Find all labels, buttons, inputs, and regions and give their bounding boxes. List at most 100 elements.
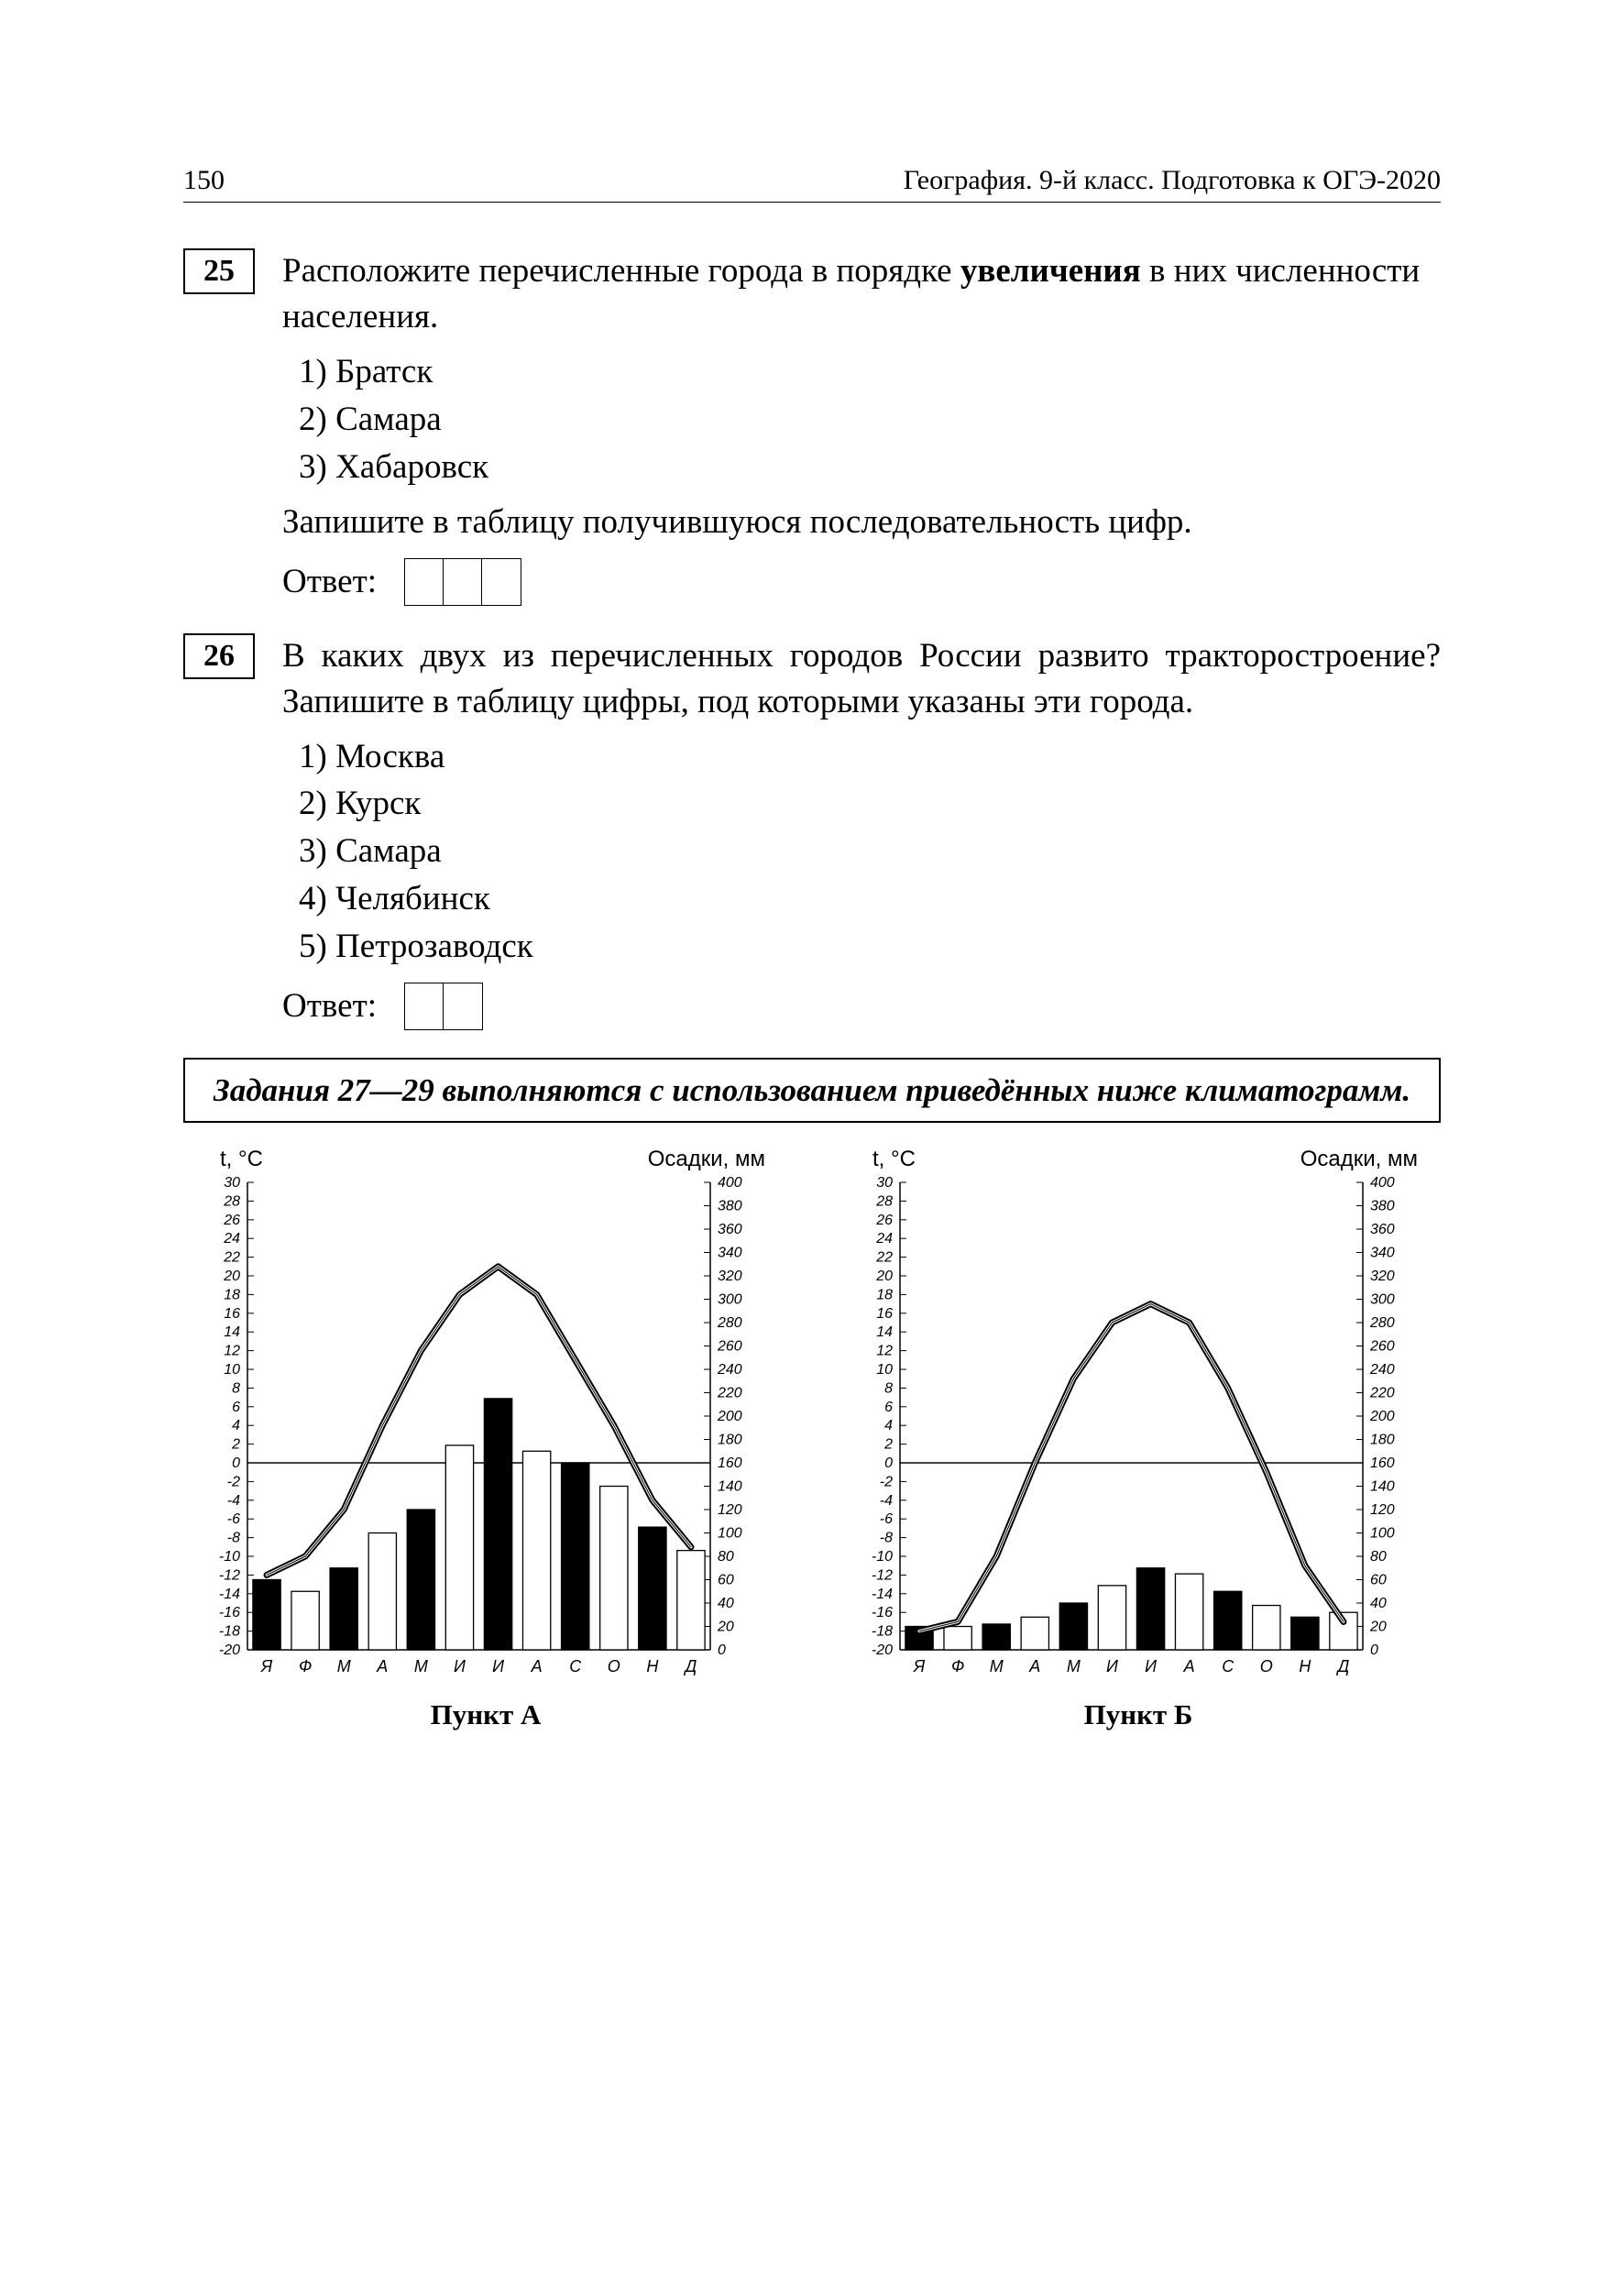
svg-text:180: 180 (718, 1433, 742, 1448)
svg-text:340: 340 (1370, 1246, 1395, 1261)
q26-option-4: 4) Челябинск (299, 876, 1441, 922)
svg-text:12: 12 (224, 1344, 240, 1359)
svg-text:А: А (376, 1657, 388, 1675)
svg-text:24: 24 (223, 1232, 240, 1247)
svg-text:60: 60 (1370, 1573, 1387, 1588)
svg-text:Н: Н (1299, 1657, 1311, 1675)
svg-text:16: 16 (224, 1306, 240, 1322)
svg-text:260: 260 (717, 1339, 742, 1355)
svg-text:И: И (1145, 1657, 1157, 1675)
q26-answer-row: Ответ: (282, 983, 1441, 1030)
svg-text:М: М (414, 1657, 428, 1675)
svg-text:-14: -14 (872, 1587, 893, 1602)
svg-text:320: 320 (718, 1269, 742, 1284)
svg-text:28: 28 (875, 1194, 893, 1210)
svg-text:-16: -16 (872, 1606, 893, 1621)
svg-text:2: 2 (883, 1437, 893, 1453)
svg-text:-10: -10 (872, 1549, 893, 1565)
svg-text:-12: -12 (872, 1568, 893, 1584)
svg-text:280: 280 (1369, 1315, 1395, 1331)
svg-text:8: 8 (884, 1381, 893, 1397)
svg-text:18: 18 (224, 1288, 240, 1303)
svg-text:-16: -16 (219, 1606, 240, 1621)
svg-text:0: 0 (1370, 1642, 1378, 1658)
svg-text:Я: Я (913, 1657, 926, 1675)
svg-text:Ф: Ф (951, 1657, 964, 1675)
svg-text:-4: -4 (880, 1493, 893, 1509)
svg-text:140: 140 (1370, 1479, 1395, 1495)
svg-text:100: 100 (718, 1526, 742, 1542)
q26-option-5: 5) Петрозаводск (299, 924, 1441, 970)
chart-b-caption: Пункт Б (836, 1698, 1441, 1731)
svg-text:80: 80 (1370, 1549, 1387, 1565)
svg-text:О: О (608, 1657, 620, 1675)
svg-text:А: А (1183, 1657, 1195, 1675)
svg-text:40: 40 (718, 1596, 734, 1611)
svg-text:6: 6 (232, 1400, 240, 1415)
q25-write-sequence: Запишите в таблицу получившуюся последов… (282, 500, 1441, 545)
svg-text:Осадки, мм: Осадки, мм (648, 1147, 765, 1171)
q26-prompt: В каких двух из перечисленных городов Ро… (282, 633, 1441, 725)
svg-text:-8: -8 (880, 1531, 893, 1546)
svg-text:300: 300 (1370, 1292, 1395, 1308)
svg-text:24: 24 (875, 1232, 893, 1247)
svg-text:-18: -18 (219, 1624, 240, 1640)
running-title: География. 9-й класс. Подготовка к ОГЭ-2… (904, 165, 1441, 196)
q25-answer-label: Ответ: (282, 559, 377, 605)
svg-text:-12: -12 (219, 1568, 240, 1584)
chart-a-caption: Пункт А (183, 1698, 788, 1731)
svg-text:360: 360 (1370, 1222, 1395, 1237)
svg-text:6: 6 (884, 1400, 893, 1415)
svg-text:400: 400 (718, 1175, 742, 1191)
question-number-box: 25 (183, 248, 255, 294)
q26-option-1: 1) Москва (299, 734, 1441, 780)
q25-prompt-pre: Расположите перечисленные города в поряд… (282, 252, 960, 290)
svg-text:И: И (1106, 1657, 1118, 1675)
svg-text:160: 160 (718, 1456, 742, 1471)
svg-text:И: И (454, 1657, 466, 1675)
svg-text:А: А (531, 1657, 543, 1675)
q25-answer-row: Ответ: (282, 558, 1441, 606)
q25-answer-boxes[interactable] (404, 558, 521, 606)
svg-text:0: 0 (232, 1456, 240, 1471)
q25-prompt: Расположите перечисленные города в поряд… (282, 248, 1441, 340)
svg-text:20: 20 (223, 1269, 240, 1284)
svg-text:Н: Н (646, 1657, 659, 1675)
svg-text:30: 30 (224, 1175, 240, 1191)
svg-text:-6: -6 (227, 1512, 240, 1528)
svg-text:240: 240 (717, 1362, 742, 1378)
climatogram-a-svg: t, °CОсадки, мм3028262422201816141210864… (183, 1141, 788, 1691)
svg-text:120: 120 (718, 1502, 742, 1518)
svg-text:80: 80 (718, 1549, 734, 1565)
svg-text:140: 140 (718, 1479, 742, 1495)
svg-text:4: 4 (884, 1419, 893, 1434)
svg-text:360: 360 (718, 1222, 742, 1237)
question-25: 25 Расположите перечисленные города в по… (183, 248, 1441, 606)
svg-text:А: А (1028, 1657, 1040, 1675)
climatogram-b: t, °CОсадки, мм3028262422201816141210864… (836, 1141, 1441, 1731)
svg-text:18: 18 (876, 1288, 893, 1303)
svg-text:22: 22 (875, 1250, 893, 1266)
svg-text:220: 220 (1369, 1386, 1395, 1401)
q26-answer-boxes[interactable] (404, 983, 483, 1030)
svg-text:4: 4 (232, 1419, 240, 1434)
climatogram-b-svg: t, °CОсадки, мм3028262422201816141210864… (836, 1141, 1441, 1691)
svg-text:16: 16 (876, 1306, 893, 1322)
svg-text:М: М (990, 1657, 1004, 1675)
svg-text:26: 26 (875, 1213, 893, 1228)
svg-text:10: 10 (876, 1362, 893, 1378)
climatogram-a: t, °CОсадки, мм3028262422201816141210864… (183, 1141, 788, 1731)
svg-text:-6: -6 (880, 1512, 893, 1528)
svg-text:240: 240 (1369, 1362, 1395, 1378)
page: 150 География. 9-й класс. Подготовка к О… (0, 0, 1624, 2274)
tasks-note-box: Задания 27—29 выполняются с использовани… (183, 1058, 1441, 1123)
svg-text:20: 20 (717, 1620, 734, 1635)
svg-text:220: 220 (717, 1386, 742, 1401)
q26-options: 1) Москва 2) Курск 3) Самара 4) Челябинс… (299, 734, 1441, 971)
q25-option-1: 1) Братск (299, 349, 1441, 395)
svg-text:180: 180 (1370, 1433, 1395, 1448)
question-body: Расположите перечисленные города в поряд… (282, 248, 1441, 606)
svg-text:2: 2 (231, 1437, 240, 1453)
svg-text:28: 28 (223, 1194, 240, 1210)
svg-text:120: 120 (1370, 1502, 1395, 1518)
